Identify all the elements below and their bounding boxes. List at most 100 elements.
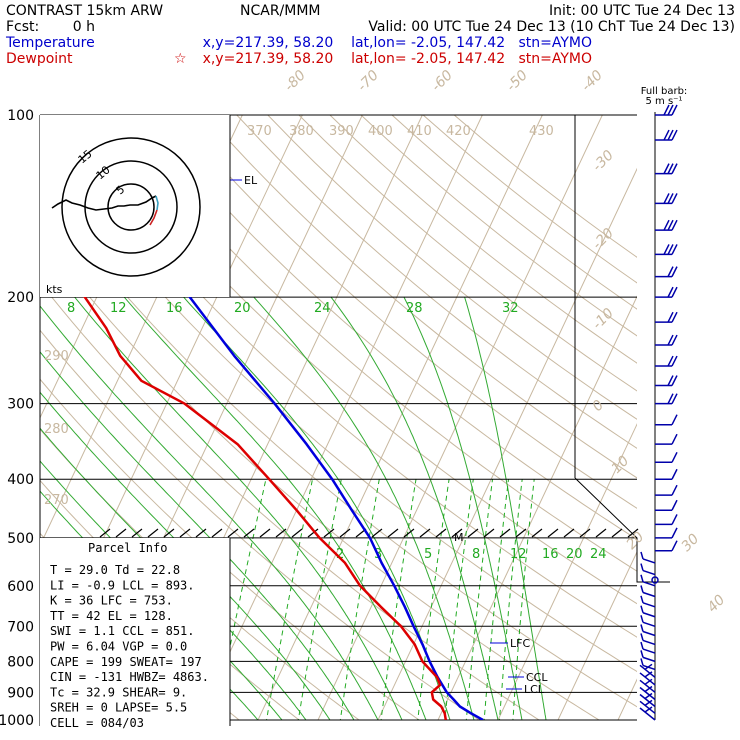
ccl-marker-label: CCL (526, 671, 548, 684)
wind-barb-flag (671, 244, 678, 255)
lower-barb (179, 528, 191, 538)
wind-barb (642, 621, 656, 627)
wind-barb-flag (663, 104, 670, 116)
lcl-marker-label: LCL (524, 683, 545, 696)
isotherm-label--10: -10 (590, 305, 618, 333)
temperature-location: x,y=217.39, 58.20 lat,lon= -2.05, 147.42… (203, 35, 592, 51)
moist-adiabat (330, 296, 499, 720)
dry-adiabat (298, 115, 637, 392)
full-barb-units: 5 m s⁻¹ (646, 96, 683, 107)
parcel-info-row: LI = -0.9 LCL = 893. (50, 578, 195, 592)
wind-barb (639, 707, 656, 721)
wind-barb (642, 648, 656, 654)
wind-barb-flag (671, 355, 678, 367)
wind-barb-flag (667, 266, 674, 277)
wind-barb-flag (671, 451, 678, 463)
lower-barb (227, 528, 239, 538)
parcel-info-row: CIN = -131 HWBZ= 4863. (50, 670, 209, 684)
lower-barb (483, 528, 495, 538)
wind-barb-flag (667, 244, 674, 255)
parcel-info-row: CELL = 084/03 (50, 716, 144, 730)
dry-adiabat (143, 115, 637, 540)
init-time: Init: 00 UTC Tue 24 Dec 13 (549, 3, 735, 19)
wind-barb-flag (667, 129, 674, 141)
dry-adiabat (236, 115, 637, 449)
wind-barb-flag (640, 633, 644, 641)
dewpoint-legend: Dewpoint (6, 51, 73, 67)
wind-barb-flag (644, 699, 653, 706)
mixing-ratio-line (512, 479, 535, 720)
lower-barb (387, 528, 399, 538)
isotherm-label--50: -50 (504, 67, 532, 95)
lower-barb (403, 528, 415, 538)
lower-barb (323, 528, 335, 538)
mixing-ratio-label-upper-12: 12 (110, 301, 127, 316)
isotherm-line (672, 115, 740, 733)
wind-barb-flag (640, 615, 644, 623)
isotherm-line (557, 550, 637, 720)
isotherm-label--30: -30 (590, 147, 618, 175)
mixing-ratio-line (297, 479, 342, 720)
theta-label-270: 270 (44, 493, 69, 508)
wind-barb (642, 664, 656, 671)
parcel-info-row: PW = 6.04 VGP = 0.0 (50, 640, 187, 654)
parcel-info-row: K = 36 LFC = 753. (50, 594, 173, 608)
wind-barb-flag (667, 219, 674, 231)
wind-barb (642, 602, 656, 608)
mixing-ratio-line (483, 479, 509, 720)
isotherm-line (617, 678, 637, 720)
wind-barb-flag (640, 551, 644, 560)
dry-adiabat (40, 378, 420, 720)
wind-barb-flag (644, 671, 653, 678)
wind-barb (639, 686, 656, 701)
theta-label-420: 420 (446, 124, 471, 139)
lower-barb (131, 528, 143, 538)
wind-barb-flag (671, 375, 678, 386)
fcst-value: 0 h (73, 19, 95, 35)
mixing-ratio-line (444, 479, 474, 720)
m-marker-label: M (454, 531, 464, 544)
wind-barb (642, 630, 656, 637)
pressure-label-500: 500 (7, 531, 34, 547)
parcel-info-panel: Parcel Info T = 29.0 Td = 22.8LI = -0.9 … (40, 538, 231, 730)
dry-adiabat (40, 143, 637, 673)
wind-barb-flag (671, 540, 678, 552)
lower-barb (579, 528, 591, 538)
isotherm-label--20: -20 (590, 225, 618, 253)
lower-wind-barbs (99, 528, 639, 538)
lower-barb (195, 528, 207, 538)
lower-barb (163, 528, 175, 538)
el-marker-label: EL (244, 174, 258, 187)
theta-label-280: 280 (44, 422, 69, 437)
lower-barb (515, 528, 527, 538)
wind-barb-flag (671, 414, 678, 426)
wind-barb-flag (671, 393, 678, 404)
wind-barb-flag (671, 468, 678, 480)
wind-barb-flag (663, 219, 670, 231)
isotherm-line (437, 295, 637, 720)
center-title: NCAR/MMM (240, 3, 321, 19)
mixing-ratio-label-upper-24: 24 (314, 301, 331, 316)
wind-barb-flag (671, 104, 678, 116)
mixing-ratio-label-lower-8: 8 (472, 547, 480, 562)
isotherm-label-30: 30 (679, 531, 703, 555)
lower-barb (243, 528, 255, 538)
isotherm-line (0, 115, 2, 733)
wind-barb-flag (671, 266, 678, 277)
wind-barb-flag (667, 375, 674, 386)
wind-barb-flag (671, 193, 678, 204)
wind-barb-flag (671, 219, 678, 231)
wind-barb-flag (667, 163, 674, 174)
wind-barb-flag (671, 484, 678, 496)
wind-barb-flag (640, 595, 644, 604)
wind-barb-flag (671, 514, 678, 525)
hodograph-ring-15 (61, 137, 201, 277)
isotherm-label-20: 20 (624, 529, 648, 553)
lower-barb (291, 528, 303, 538)
wind-barb-flag (671, 433, 678, 445)
wind-barb-flag (640, 650, 644, 658)
wind-barb-flag (644, 706, 653, 713)
wind-barb-flag (671, 163, 678, 174)
mixing-ratio-line (339, 479, 380, 720)
wind-barb (642, 656, 656, 663)
